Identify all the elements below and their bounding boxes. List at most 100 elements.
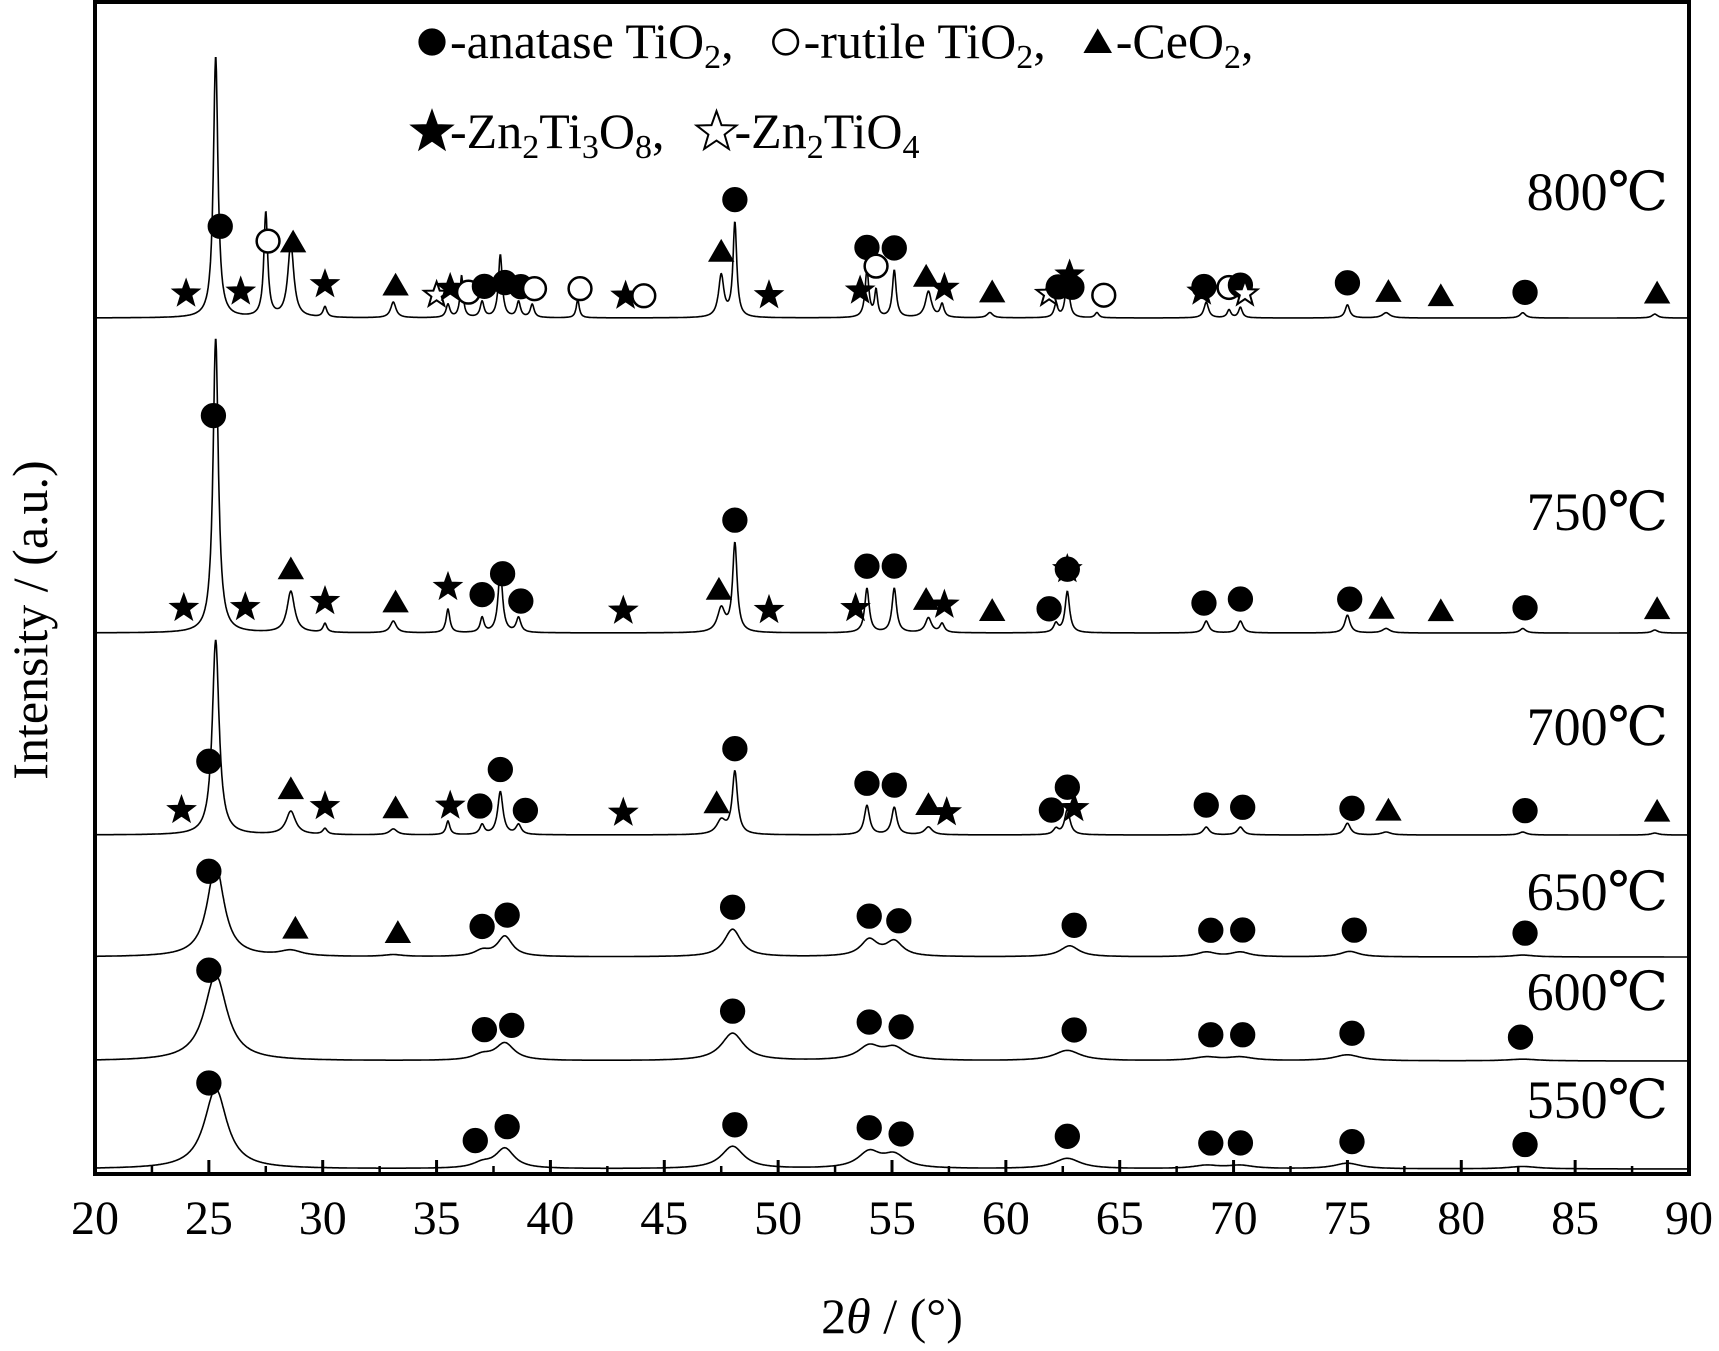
- legend-label-0-0: -anatase TiO2,: [450, 13, 734, 76]
- marker-circle-filled-1-8: [489, 561, 516, 587]
- marker-star-filled-1-22: [1051, 553, 1083, 583]
- legend-marker-0-2: [1083, 28, 1113, 54]
- marker-circle-filled-1-23: [1191, 590, 1217, 616]
- marker-circle-filled-1-25: [1337, 586, 1363, 612]
- marker-circle-filled-4-4: [856, 1009, 882, 1035]
- temperature-label-3: 650℃: [1527, 862, 1668, 922]
- marker-circle-filled-0-33: [1191, 273, 1217, 300]
- marker-star-filled-0-3: [170, 277, 202, 307]
- marker-circle-filled-4-8: [1230, 1022, 1256, 1048]
- xrd-trace-2: [96, 639, 1688, 836]
- marker-circle-filled-2-23: [1512, 797, 1538, 824]
- marker-triangle-filled-1-19: [978, 598, 1006, 621]
- marker-star-filled-2-1: [166, 794, 197, 824]
- marker-circle-filled-4-0: [196, 957, 222, 983]
- marker-circle-filled-1-12: [722, 507, 748, 533]
- marker-circle-filled-3-6: [856, 903, 882, 929]
- marker-circle-filled-5-8: [1227, 1130, 1254, 1156]
- plot-frame: [93, 0, 1691, 1176]
- marker-circle-open-0-31: [1091, 282, 1117, 308]
- x-tick-label-8: 60: [982, 1192, 1030, 1245]
- xrd-trace-0: [96, 57, 1688, 319]
- marker-star-filled-2-5: [434, 789, 466, 819]
- xrd-trace-1: [96, 338, 1688, 634]
- marker-circle-filled-2-13: [881, 772, 907, 798]
- marker-star-filled-1-13: [753, 593, 785, 624]
- marker-circle-filled-0-0: [207, 213, 233, 239]
- marker-circle-open-0-1: [255, 228, 281, 254]
- marker-star-filled-1-18: [929, 588, 960, 618]
- marker-circle-filled-1-9: [508, 588, 534, 614]
- temperature-label-5: 550℃: [1527, 1070, 1668, 1130]
- marker-star-filled-0-5: [309, 268, 341, 298]
- marker-triangle-filled-0-17: [708, 238, 735, 262]
- marker-circle-filled-4-3: [719, 998, 746, 1024]
- marker-circle-filled-1-0: [200, 402, 227, 429]
- marker-circle-filled-3-5: [719, 894, 746, 920]
- x-tick-label-10: 70: [1210, 1192, 1258, 1245]
- marker-circle-filled-3-10: [1230, 917, 1256, 943]
- marker-circle-filled-4-10: [1507, 1024, 1534, 1050]
- x-axis-title: 2θ / (°): [821, 1288, 963, 1344]
- marker-circle-filled-3-3: [469, 913, 495, 940]
- marker-circle-filled-0-18: [722, 186, 748, 213]
- marker-star-filled-0-4: [225, 275, 257, 305]
- marker-triangle-filled-0-2: [279, 229, 307, 253]
- marker-triangle-filled-1-17: [912, 587, 940, 610]
- x-tick-label-12: 80: [1437, 1192, 1485, 1245]
- marker-circle-filled-0-23: [881, 235, 907, 261]
- temperature-label-4: 600℃: [1527, 962, 1668, 1022]
- legend-marker-0-0: [418, 28, 446, 56]
- marker-triangle-filled-3-1: [282, 915, 309, 939]
- marker-circle-filled-0-40: [1512, 279, 1538, 306]
- marker-circle-filled-5-7: [1198, 1130, 1224, 1156]
- marker-circle-filled-1-28: [1512, 595, 1538, 621]
- marker-triangle-filled-1-5: [382, 589, 409, 613]
- marker-circle-open-0-22: [863, 253, 889, 279]
- marker-triangle-filled-0-38: [1375, 279, 1402, 302]
- x-tick-label-0: 20: [71, 1192, 119, 1245]
- marker-triangle-filled-2-24: [1643, 798, 1671, 822]
- marker-circle-filled-1-15: [854, 553, 880, 579]
- x-tick-label-6: 50: [754, 1192, 802, 1245]
- y-axis-title: Intensity / (a.u.): [2, 460, 58, 779]
- legend: -anatase TiO2, -rutile TiO2, -CeO2, -Zn2Ti3…: [409, 13, 1254, 166]
- marker-triangle-filled-0-24: [912, 263, 940, 287]
- marker-circle-filled-2-17: [1054, 774, 1080, 800]
- traces: [96, 57, 1688, 1170]
- marker-circle-filled-3-9: [1198, 917, 1224, 943]
- marker-circle-filled-5-6: [1054, 1123, 1080, 1149]
- marker-circle-filled-5-4: [856, 1115, 882, 1141]
- marker-circle-filled-2-6: [467, 793, 493, 819]
- temperature-label-0: 800℃: [1527, 162, 1668, 222]
- marker-circle-filled-3-11: [1341, 917, 1367, 943]
- x-tick-label-3: 35: [413, 1192, 461, 1245]
- marker-circle-open-0-16: [631, 283, 657, 309]
- marker-circle-filled-2-12: [854, 770, 880, 796]
- marker-star-filled-1-10: [607, 594, 639, 624]
- marker-circle-filled-4-5: [888, 1014, 914, 1040]
- legend-marker-1-1: [693, 108, 740, 152]
- x-tick-label-2: 30: [299, 1192, 347, 1245]
- x-tick-label-11: 75: [1323, 1192, 1371, 1245]
- marker-circle-open-0-14: [567, 275, 593, 302]
- marker-circle-filled-1-7: [469, 581, 495, 608]
- marker-circle-filled-1-20: [1036, 596, 1062, 622]
- marker-circle-filled-1-24: [1227, 586, 1254, 612]
- marker-star-filled-1-14: [840, 592, 871, 622]
- marker-circle-open-0-13: [521, 276, 548, 302]
- marker-triangle-filled-2-4: [382, 795, 409, 819]
- marker-circle-filled-2-7: [487, 756, 513, 783]
- marker-star-filled-1-6: [432, 570, 464, 601]
- marker-circle-filled-4-7: [1198, 1022, 1224, 1048]
- legend-label-0-2: -CeO2,: [1116, 13, 1254, 76]
- marker-circle-filled-4-9: [1339, 1020, 1365, 1046]
- xrd-trace-4: [96, 974, 1688, 1062]
- marker-triangle-filled-2-22: [1375, 797, 1402, 821]
- marker-circle-filled-4-6: [1061, 1017, 1087, 1043]
- marker-star-filled-2-3: [309, 790, 341, 820]
- marker-star-filled-1-1: [168, 591, 200, 622]
- marker-circle-filled-4-1: [471, 1016, 498, 1043]
- marker-triangle-filled-1-11: [705, 576, 733, 600]
- temperature-label-1: 750℃: [1527, 482, 1668, 542]
